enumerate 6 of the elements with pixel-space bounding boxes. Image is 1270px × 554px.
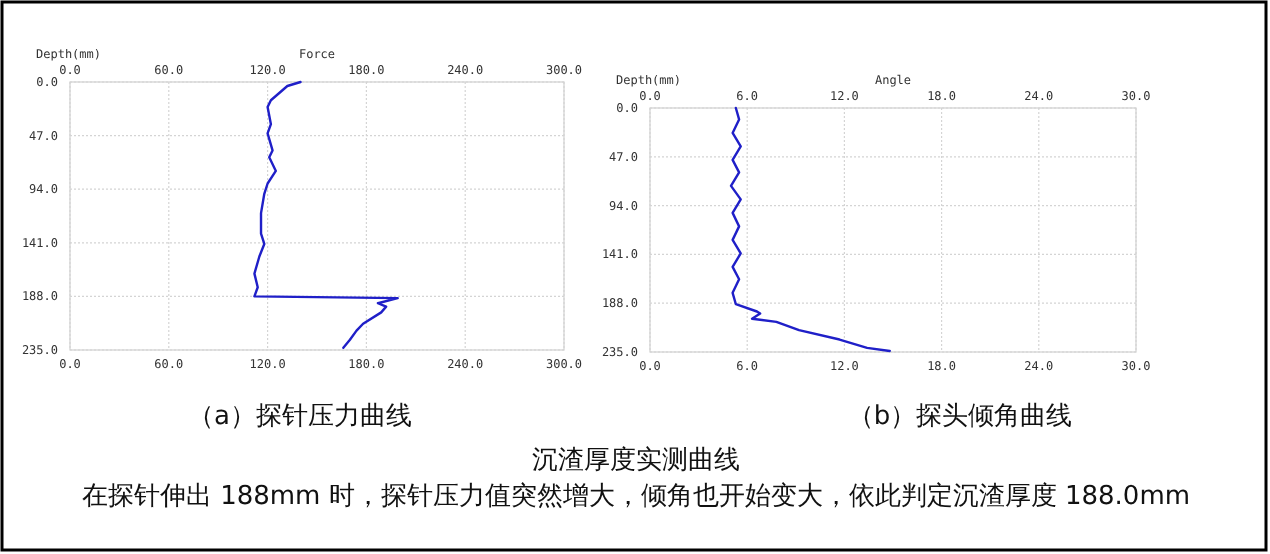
text: 沉渣厚度实测曲线 [532,444,740,476]
text: （a）探针压力曲线 [188,402,412,432]
text: （b）探头倾角曲线 [847,402,1073,432]
line-series [729,106,891,353]
line-series [253,80,399,349]
text: 在探针伸出 188mm 时，探针压力值突然增大，倾角也开始变大，依此判定沉渣厚度 188.0mm [81,480,1191,512]
